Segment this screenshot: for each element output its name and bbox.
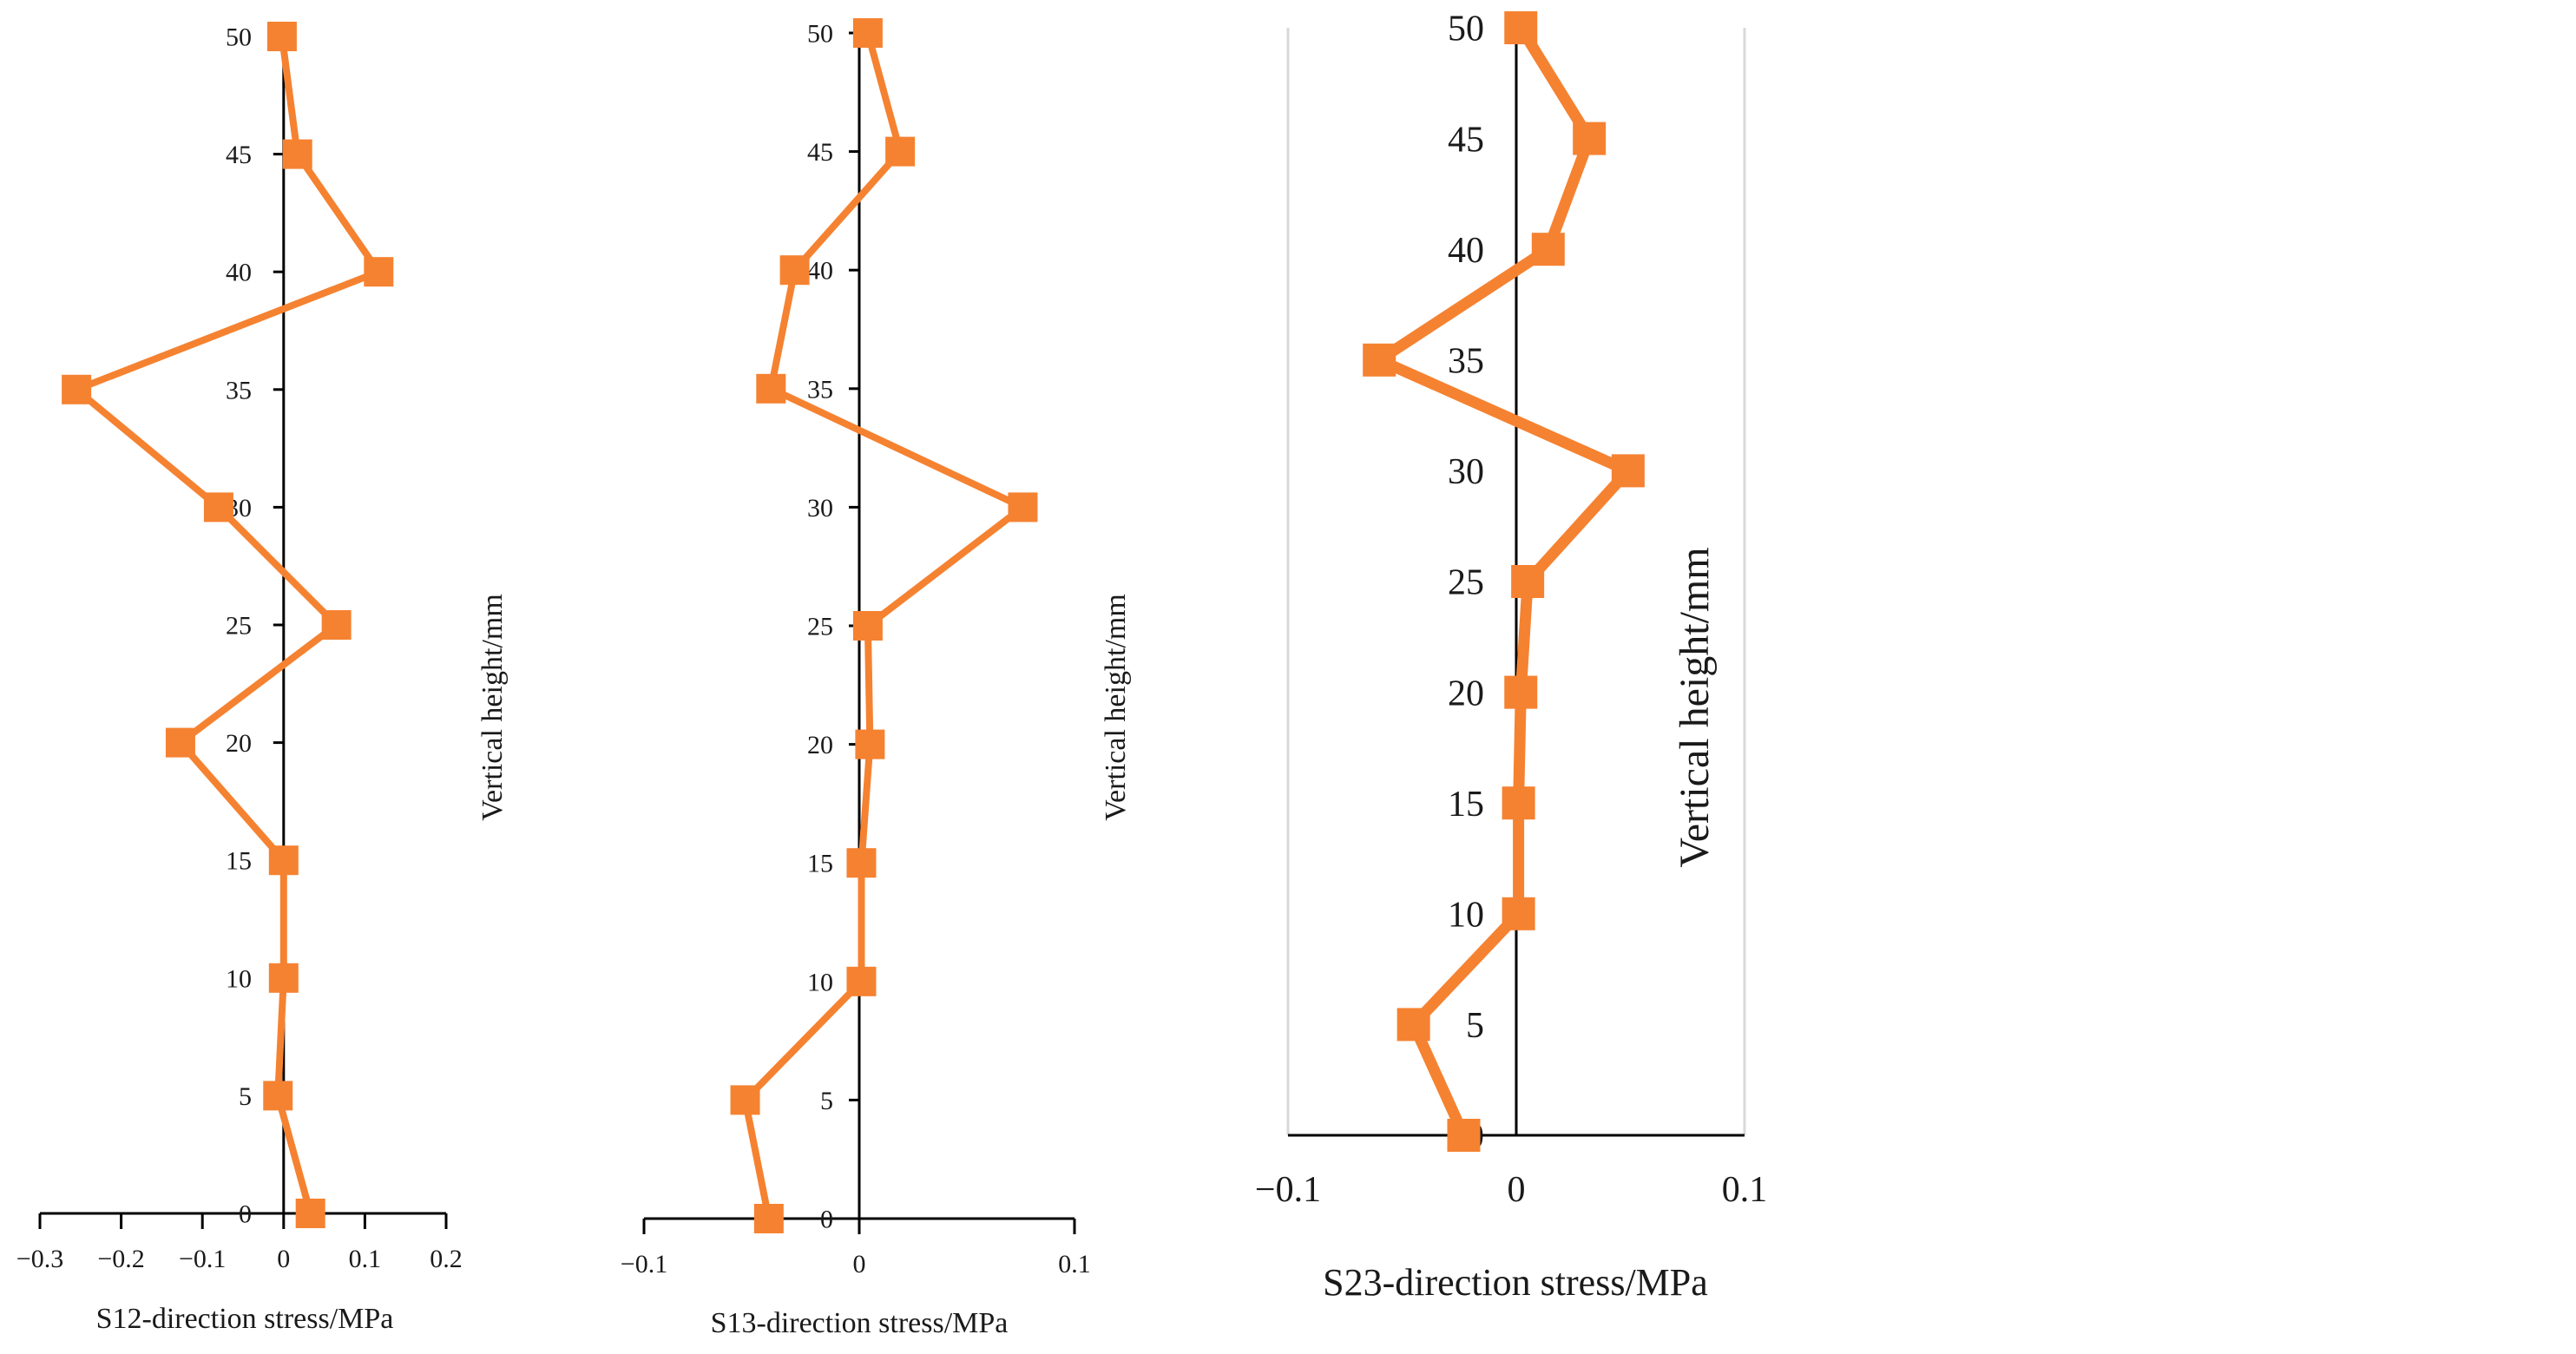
s23-y-tick-label: 5 — [1466, 1006, 1484, 1046]
s23-x-tick-label: −0.1 — [1255, 1170, 1321, 1210]
s13-x-tick-label: −0.1 — [621, 1250, 667, 1278]
s13-series-line — [741, 31, 1027, 1219]
s13-y-tick-label: 35 — [807, 375, 833, 404]
s13-y-tick-label: 5 — [820, 1087, 833, 1115]
s13-data-point — [855, 729, 885, 759]
s13-data-point — [730, 1085, 760, 1115]
s12-data-point — [321, 610, 352, 640]
s12-x-tick-label: −0.3 — [16, 1245, 63, 1273]
s12-y-tick-label: 5 — [239, 1082, 252, 1111]
s13-y-axis-title: Vertical height/mm — [1100, 594, 1132, 821]
s12-y-tick-label: 15 — [226, 847, 252, 876]
s12-y-tick-label: 0 — [239, 1200, 252, 1229]
s12-data-point — [268, 845, 299, 876]
s12-data-point — [203, 492, 233, 523]
s13-data-point — [1008, 492, 1038, 523]
s13-data-point — [756, 373, 786, 404]
s23-data-point — [1396, 1008, 1430, 1042]
s23-y-tick-label: 45 — [1448, 120, 1484, 160]
s23-data-point — [1504, 675, 1538, 709]
s12-y-tick-label: 10 — [226, 964, 252, 993]
s13-data-point — [846, 966, 877, 996]
s13-y-tick-label: 45 — [807, 138, 833, 167]
s12-y-tick-label: 40 — [226, 259, 252, 287]
s23-data-point — [1611, 454, 1645, 488]
s23-y-tick-label: 35 — [1448, 342, 1484, 382]
s12-y-tick-label: 50 — [226, 23, 252, 52]
s12-x-tick-label: 0 — [277, 1245, 290, 1273]
s13-data-point — [852, 18, 883, 48]
s12-x-tick-label: 0.2 — [430, 1245, 463, 1273]
s23-data-point — [1502, 897, 1535, 930]
s12-y-tick-label: 45 — [226, 141, 252, 169]
s12-y-tick-label: 35 — [226, 376, 252, 404]
s12-data-point — [263, 1081, 293, 1111]
s13-y-tick-label: 15 — [807, 850, 833, 878]
s12-x-tick-label: −0.2 — [97, 1245, 144, 1273]
s13-x-tick-label: 0.1 — [1058, 1250, 1091, 1278]
s23-data-point — [1511, 565, 1545, 598]
s23-data-point — [1573, 122, 1607, 155]
s13-x-tick-label: 0 — [853, 1250, 866, 1278]
s23-x-tick-label: 0.1 — [1722, 1170, 1768, 1210]
s12-x-tick-label: 0.1 — [349, 1245, 382, 1273]
s13-data-point — [779, 255, 810, 286]
s23-data-point — [1502, 786, 1535, 820]
s23-y-tick-label: 50 — [1448, 10, 1484, 49]
s13-y-tick-label: 25 — [807, 613, 833, 641]
s23-y-tick-label: 40 — [1448, 231, 1484, 271]
s13-y-tick-label: 30 — [807, 494, 833, 523]
s13-data-point — [846, 848, 877, 878]
s13-x-axis-title: S13-direction stress/MPa — [711, 1307, 1009, 1339]
s12-data-point — [165, 727, 195, 758]
panel-s13: −0.1 0 0.1 0 5 10 15 20 25 30 35 40 45 50 S13-directio… — [621, 18, 1132, 1339]
s12-data-point — [268, 963, 299, 993]
s13-y-tick-label: 10 — [807, 968, 833, 996]
s23-y-axis-title: Vertical height/mm — [1672, 547, 1718, 867]
s12-y-axis-title: Vertical height/mm — [476, 594, 509, 821]
s13-data-point — [885, 136, 916, 167]
s23-series-line — [1373, 24, 1634, 1138]
s13-y-tick-label: 40 — [807, 257, 833, 286]
s12-data-point — [295, 1199, 325, 1228]
s23-x-tick-label: 0 — [1508, 1170, 1526, 1210]
s12-data-point — [282, 139, 312, 169]
s13-data-point — [753, 1204, 784, 1233]
s12-x-tick-label: −0.1 — [179, 1245, 226, 1273]
panel-s23: −0.100.105101520253035404550S23-directio… — [1255, 10, 1767, 1304]
s12-x-axis-title: S12-direction stress/MPa — [96, 1303, 394, 1335]
s12-y-tick-label: 20 — [226, 729, 252, 758]
s23-data-point — [1447, 1119, 1481, 1152]
s13-y-tick-label: 0 — [820, 1206, 833, 1234]
s23-y-tick-label: 10 — [1448, 896, 1484, 936]
s23-data-point — [1531, 233, 1565, 266]
s23-y-tick-label: 30 — [1448, 452, 1484, 492]
s12-data-point — [266, 22, 297, 51]
s23-y-tick-label: 25 — [1448, 563, 1484, 603]
s23-x-axis-title: S23-direction stress/MPa — [1323, 1261, 1708, 1304]
s12-data-point — [364, 257, 394, 287]
s12-y-tick-label: 25 — [226, 612, 252, 641]
panel-s12: −0.3 −0.2 −0.1 0 0.1 0.205101520253035404550S… — [16, 22, 509, 1335]
s13-data-point — [852, 611, 883, 641]
s12-data-point — [62, 374, 92, 404]
s23-data-point — [1363, 343, 1396, 377]
s23-y-tick-label: 20 — [1448, 674, 1484, 713]
s13-y-tick-label: 50 — [807, 20, 833, 49]
s13-y-tick-label: 20 — [807, 731, 833, 759]
s23-y-tick-label: 15 — [1448, 785, 1484, 825]
s23-data-point — [1504, 11, 1538, 44]
